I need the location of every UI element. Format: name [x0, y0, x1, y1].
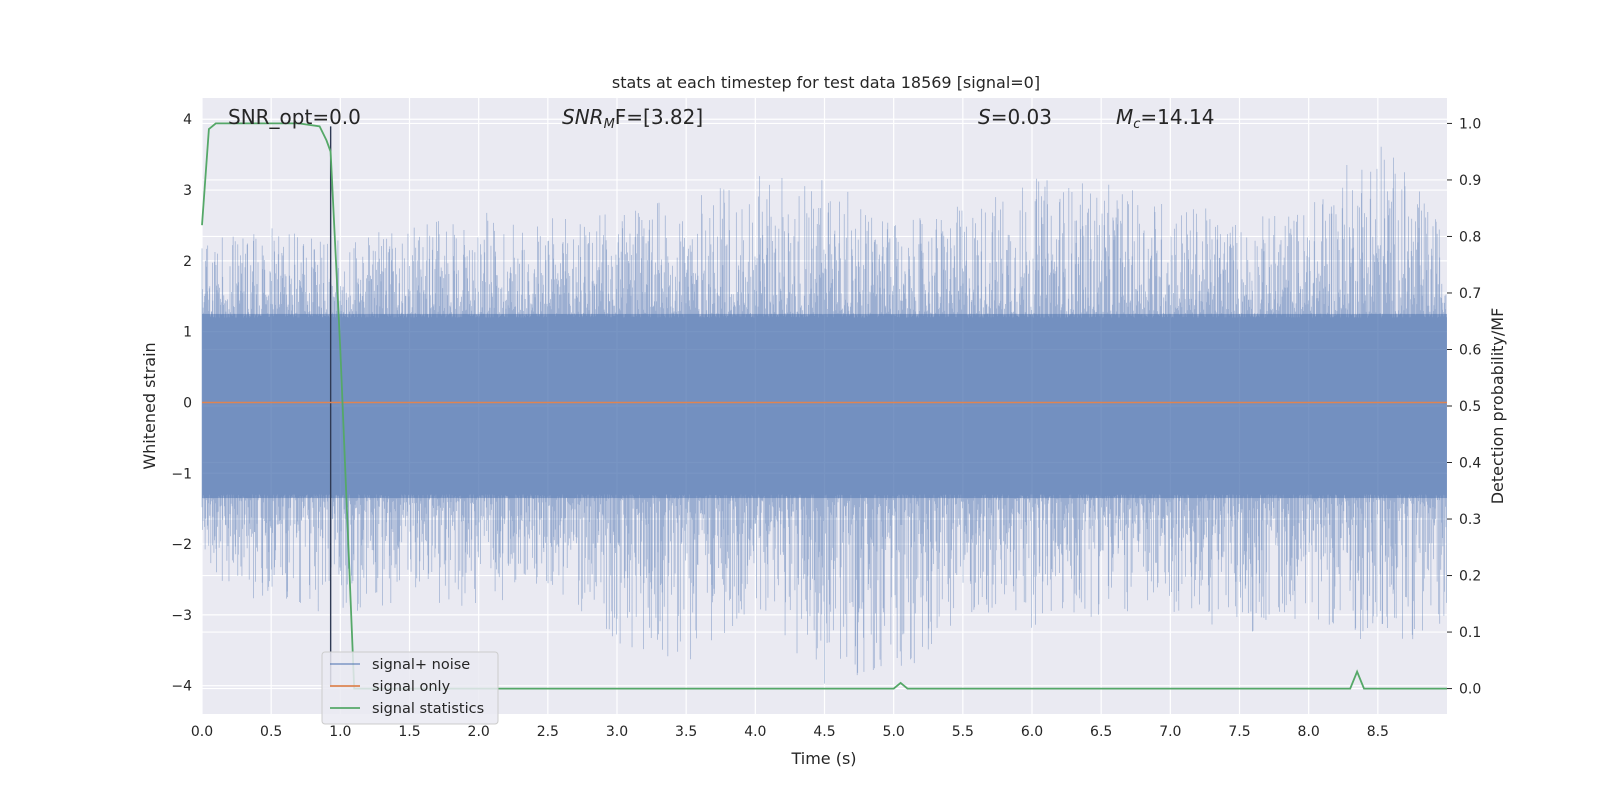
- annotation-snr-mf: SNRMF=[3.82]: [562, 105, 703, 132]
- x-tick-labels: 0.0 0.5 1.0 1.5 2.0 2.5 3.0 3.5 4.0 4.5 5.0 5.5 6.0 6…: [191, 724, 1389, 740]
- x-tick-label: 0.0: [191, 724, 213, 740]
- x-tick-label: 1.5: [398, 724, 420, 740]
- y-tick-label: 3: [183, 183, 192, 199]
- y-axis-label: Whitened strain: [140, 342, 159, 469]
- annotation-snr-opt: SNR_opt=0.0: [228, 105, 361, 129]
- y-right-tick-label: 0.6: [1459, 342, 1481, 358]
- y-right-tick-label: 0.0: [1459, 682, 1481, 698]
- x-tick-label: 4.0: [744, 724, 766, 740]
- mc-value: =14.14: [1140, 105, 1214, 129]
- lines-layer: [201, 122, 1447, 690]
- x-tick-label: 3.5: [675, 724, 697, 740]
- y-tick-label: −4: [171, 679, 192, 695]
- chart-title: stats at each timestep for test data 185…: [612, 73, 1040, 92]
- y-right-tick-label: 0.5: [1459, 399, 1481, 415]
- y-tick-label: −1: [171, 466, 192, 482]
- mc-main: M: [1116, 105, 1133, 129]
- x-tick-label: 7.5: [1228, 724, 1250, 740]
- mc-sub: c: [1133, 117, 1140, 132]
- y-tick-label: 2: [183, 254, 192, 270]
- x-tick-label: 5.5: [952, 724, 974, 740]
- y-tick-label: 4: [183, 112, 192, 128]
- legend-label-signal-only: signal only: [372, 679, 451, 695]
- x-axis-label: Time (s): [790, 749, 856, 768]
- x-tick-label: 2.0: [468, 724, 490, 740]
- y-tick-labels: 4 3 2 1 0 −1 −2 −3 −4: [171, 112, 192, 694]
- annotation-mc: Mc=14.14: [1116, 105, 1214, 132]
- series-signal-statistics: [201, 122, 1447, 690]
- s-label: S: [978, 105, 991, 129]
- y-right-tick-label: 0.3: [1459, 512, 1481, 528]
- y-right-tick-label: 0.8: [1459, 229, 1481, 245]
- x-tick-label: 4.5: [813, 724, 835, 740]
- y-right-tick-label: 0.9: [1459, 173, 1481, 189]
- y-right-tick-labels: 1.0 0.9 0.8 0.7 0.6 0.5 0.4 0.3 0.2 0.1 0.0: [1447, 116, 1481, 698]
- y-right-tick-label: 0.7: [1459, 286, 1481, 302]
- x-tick-label: 6.0: [1021, 724, 1043, 740]
- s-value: =0.03: [991, 105, 1052, 129]
- y-right-tick-label: 0.2: [1459, 569, 1481, 585]
- annotation-s: S=0.03: [978, 105, 1052, 129]
- noise-core-band: [202, 313, 1447, 499]
- y-tick-label: 1: [183, 325, 192, 341]
- x-tick-label: 2.5: [537, 724, 559, 740]
- y-right-tick-label: 0.4: [1459, 456, 1481, 472]
- x-tick-label: 7.0: [1159, 724, 1181, 740]
- snr-mf-sub: M: [604, 117, 615, 132]
- legend-label-signal-statistics: signal statistics: [372, 701, 484, 717]
- y-tick-label: −2: [171, 537, 192, 553]
- legend: signal+ noise signal only signal statist…: [321, 651, 499, 725]
- legend-label-signal-noise: signal+ noise: [372, 657, 470, 673]
- y-right-tick-label: 0.1: [1459, 625, 1481, 641]
- y-right-tick-label: 1.0: [1459, 116, 1481, 132]
- x-tick-label: 8.0: [1298, 724, 1320, 740]
- y-axis-right-label: Detection probability/MF: [1488, 308, 1507, 505]
- x-tick-label: 8.5: [1367, 724, 1389, 740]
- snr-mf-main: SNR: [562, 105, 604, 129]
- y-tick-label: 0: [183, 395, 192, 411]
- x-tick-label: 5.0: [883, 724, 905, 740]
- snr-mf-rest: F=[3.82]: [615, 105, 703, 129]
- x-tick-label: 6.5: [1090, 724, 1112, 740]
- legend-box: [321, 651, 499, 725]
- y-tick-label: −3: [171, 608, 192, 624]
- x-tick-label: 3.0: [606, 724, 628, 740]
- x-tick-label: 1.0: [329, 724, 351, 740]
- x-tick-label: 0.5: [260, 724, 282, 740]
- noise-series: [201, 146, 1447, 684]
